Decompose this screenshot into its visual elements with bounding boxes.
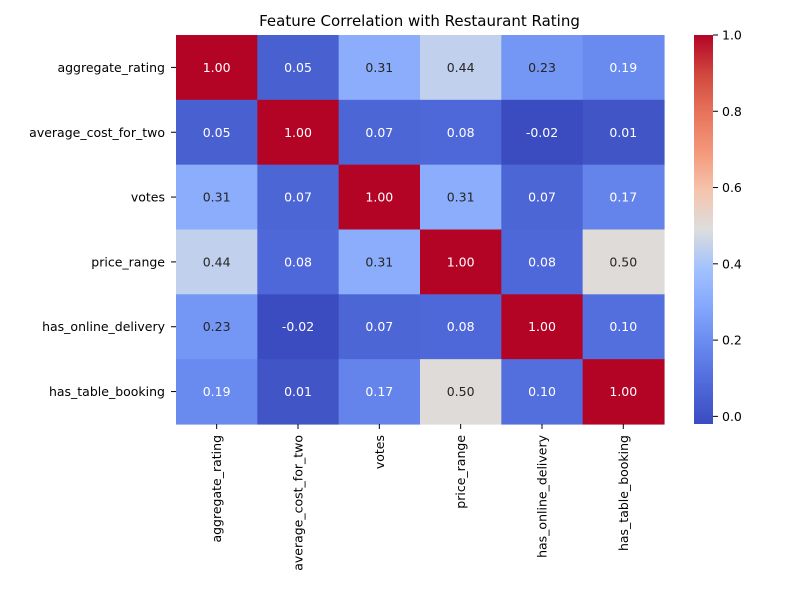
heatmap-cell (257, 99, 340, 166)
colorbar-ticks: 0.0 0.2 0.4 0.6 0.8 1.0 (713, 28, 742, 424)
colorbar-tick-label: 0.6 (722, 180, 742, 195)
colorbar-gradient (694, 35, 713, 424)
cell-value-label: 0.07 (365, 125, 393, 140)
heatmap-cell (338, 99, 421, 166)
cell-value-label: 1.00 (528, 319, 556, 334)
heatmap-cell (176, 35, 258, 101)
row-label: average_cost_for_two (29, 125, 165, 140)
heatmap-cell (257, 294, 340, 360)
col-label: aggregate_rating (209, 435, 224, 543)
heatmap-cell (176, 164, 258, 231)
row-label: aggregate_rating (57, 60, 165, 75)
cell-value-label: 0.07 (284, 190, 312, 205)
cell-value-label: 0.01 (609, 125, 637, 140)
cell-value-label: 1.00 (203, 60, 231, 75)
colorbar-tick-label: 1.0 (722, 28, 742, 43)
cell-value-label: 0.44 (203, 254, 231, 269)
cell-value-label: 0.01 (284, 384, 312, 399)
heatmap-cell (419, 229, 502, 295)
heatmap-cell (338, 359, 421, 425)
cell-value-label: 0.31 (447, 190, 475, 205)
cell-value-label: -0.02 (526, 125, 558, 140)
heatmap-cell (338, 35, 421, 101)
heatmap-cell (338, 229, 421, 295)
cell-value-label: 0.10 (609, 319, 637, 334)
heatmap-cell (582, 359, 665, 425)
heatmap-cell (582, 294, 665, 360)
heatmap-cell (582, 35, 665, 101)
heatmap-cell (419, 294, 502, 360)
cell-value-label: 1.00 (609, 384, 637, 399)
cell-value-label: 0.50 (447, 384, 475, 399)
cell-value-label: 0.08 (447, 125, 475, 140)
row-label: price_range (91, 254, 165, 269)
colorbar-tick-label: 0.2 (722, 333, 742, 348)
col-labels: aggregate_rating average_cost_for_two vote… (209, 423, 631, 571)
heatmap-cell (501, 99, 584, 166)
cell-value-label: 0.05 (203, 125, 231, 140)
heatmap-cell (501, 294, 584, 360)
heatmap-cell (419, 164, 502, 231)
cell-value-label: 0.10 (528, 384, 556, 399)
cell-value-label: 0.08 (284, 254, 312, 269)
heatmap-cell (501, 35, 584, 101)
row-label: has_online_delivery (42, 319, 166, 334)
colorbar-tick-label: 0.0 (722, 409, 742, 424)
cell-value-label: 0.17 (609, 190, 637, 205)
cell-value-label: 0.31 (203, 190, 231, 205)
heatmap-cell (501, 359, 584, 425)
heatmap-cell (582, 99, 665, 166)
row-label: has_table_booking (49, 384, 165, 399)
heatmap-cell (338, 164, 421, 231)
heatmap-cell (176, 294, 258, 360)
colorbar-tick-label: 0.4 (722, 256, 742, 271)
heatmap-cells: 1.00 0.05 0.31 0.44 0.23 0.19 0.05 1.00 0.07 0.08… (176, 35, 665, 425)
heatmap-cell (257, 359, 340, 425)
heatmap-cell (176, 99, 258, 166)
cell-value-label: 0.19 (203, 384, 231, 399)
cell-value-label: 0.19 (609, 60, 637, 75)
heatmap-cell (257, 164, 340, 231)
heatmap-cell (419, 35, 502, 101)
cell-value-label: 0.44 (447, 60, 475, 75)
col-label: has_table_booking (616, 435, 631, 551)
cell-value-label: 0.23 (528, 60, 556, 75)
heatmap-cell (501, 164, 584, 231)
heatmap-cell (338, 294, 421, 360)
col-label: votes (372, 435, 387, 469)
colorbar: 0.0 0.2 0.4 0.6 0.8 1.0 (694, 28, 742, 424)
cell-value-label: 0.31 (365, 254, 393, 269)
cell-value-label: 0.07 (528, 190, 556, 205)
heatmap-cell (419, 99, 502, 166)
col-label: has_online_delivery (534, 434, 549, 558)
cell-value-label: 0.05 (284, 60, 312, 75)
heatmap-cell (257, 35, 340, 101)
row-labels: aggregate_rating average_cost_for_twovote… (29, 60, 176, 399)
cell-value-label: 0.08 (447, 319, 475, 334)
row-label: votes (131, 190, 165, 205)
heatmap-cell (501, 229, 584, 295)
cell-value-label: 0.23 (203, 319, 231, 334)
heatmap-cell (582, 229, 665, 295)
heatmap-cell (176, 359, 258, 425)
cell-value-label: 1.00 (365, 190, 393, 205)
cell-value-label: 1.00 (447, 254, 475, 269)
cell-value-label: 0.07 (365, 319, 393, 334)
cell-value-label: 0.17 (365, 384, 393, 399)
cell-value-label: 0.08 (528, 254, 556, 269)
cell-value-label: 0.31 (365, 60, 393, 75)
col-label: average_cost_for_two (291, 435, 306, 571)
heatmap-cell (582, 164, 665, 231)
cell-value-label: 1.00 (284, 125, 312, 140)
cell-value-label: 0.50 (609, 254, 637, 269)
chart-title: Feature Correlation with Restaurant Rati… (259, 12, 580, 30)
heatmap-cell (419, 359, 502, 425)
cell-value-label: -0.02 (282, 319, 314, 334)
col-label: price_range (453, 435, 468, 509)
heatmap-cell (176, 229, 258, 295)
heatmap-cell (257, 229, 340, 295)
colorbar-tick-label: 0.8 (722, 104, 742, 119)
